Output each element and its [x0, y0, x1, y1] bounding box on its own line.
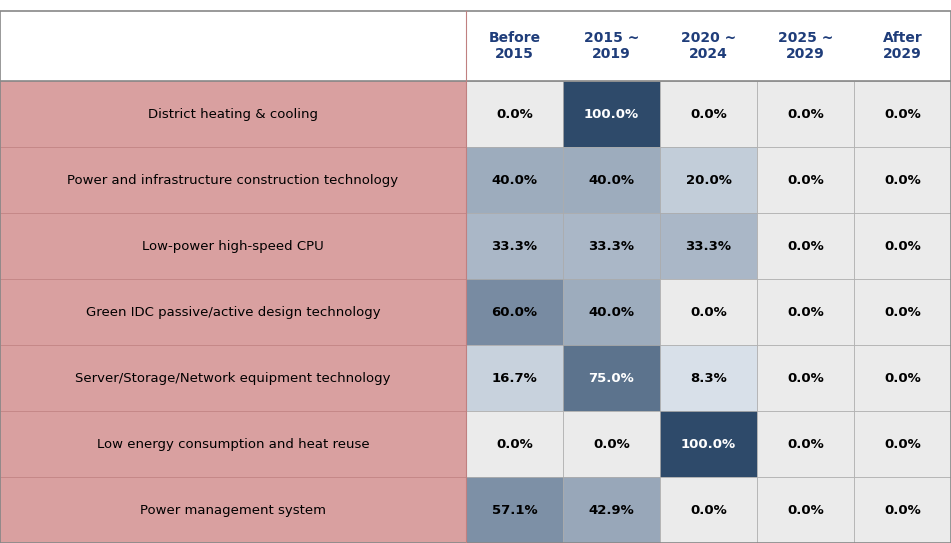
Text: 40.0%: 40.0%: [589, 174, 634, 187]
Bar: [0, 411, 466, 477]
Bar: [563, 345, 660, 411]
Bar: [0, 147, 466, 213]
Bar: [563, 279, 660, 345]
Text: 0.0%: 0.0%: [690, 108, 727, 121]
Text: 0.0%: 0.0%: [884, 108, 921, 121]
Bar: [563, 81, 660, 147]
Text: 0.0%: 0.0%: [884, 240, 921, 253]
Bar: [660, 279, 757, 345]
Text: 0.0%: 0.0%: [787, 438, 824, 451]
Bar: [466, 213, 563, 279]
Text: 8.3%: 8.3%: [690, 371, 727, 384]
Bar: [466, 147, 563, 213]
Bar: [466, 81, 563, 147]
Bar: [757, 147, 854, 213]
Bar: [854, 279, 951, 345]
Text: After
2029: After 2029: [883, 31, 922, 61]
Bar: [563, 147, 660, 213]
Bar: [0, 213, 466, 279]
Bar: [854, 477, 951, 543]
Text: 33.3%: 33.3%: [686, 240, 731, 253]
Bar: [660, 477, 757, 543]
Bar: [854, 345, 951, 411]
Bar: [757, 11, 854, 81]
Text: 60.0%: 60.0%: [492, 306, 537, 319]
Bar: [466, 477, 563, 543]
Bar: [660, 411, 757, 477]
Text: 0.0%: 0.0%: [787, 503, 824, 516]
Bar: [757, 279, 854, 345]
Text: 0.0%: 0.0%: [884, 371, 921, 384]
Text: 0.0%: 0.0%: [884, 174, 921, 187]
Text: 0.0%: 0.0%: [787, 174, 824, 187]
Text: 0.0%: 0.0%: [884, 438, 921, 451]
Bar: [757, 345, 854, 411]
Text: 2025 ~
2029: 2025 ~ 2029: [778, 31, 833, 61]
Text: Green IDC passive/active design technology: Green IDC passive/active design technolo…: [86, 306, 380, 319]
Bar: [563, 11, 660, 81]
Text: 0.0%: 0.0%: [690, 503, 727, 516]
Text: 40.0%: 40.0%: [492, 174, 537, 187]
Bar: [563, 213, 660, 279]
Bar: [0, 279, 466, 345]
Bar: [0, 11, 466, 81]
Bar: [660, 11, 757, 81]
Text: Power and infrastructure construction technology: Power and infrastructure construction te…: [68, 174, 398, 187]
Bar: [854, 81, 951, 147]
Bar: [854, 411, 951, 477]
Bar: [0, 345, 466, 411]
Bar: [660, 81, 757, 147]
Text: Power management system: Power management system: [140, 503, 326, 516]
Text: 20.0%: 20.0%: [686, 174, 731, 187]
Bar: [660, 345, 757, 411]
Text: 40.0%: 40.0%: [589, 306, 634, 319]
Bar: [563, 411, 660, 477]
Text: 33.3%: 33.3%: [492, 240, 537, 253]
Bar: [0, 477, 466, 543]
Text: 100.0%: 100.0%: [584, 108, 639, 121]
Text: 0.0%: 0.0%: [593, 438, 630, 451]
Text: 0.0%: 0.0%: [787, 108, 824, 121]
Bar: [563, 477, 660, 543]
Bar: [854, 213, 951, 279]
Text: 16.7%: 16.7%: [492, 371, 537, 384]
Text: 57.1%: 57.1%: [492, 503, 537, 516]
Bar: [466, 11, 563, 81]
Text: 0.0%: 0.0%: [787, 240, 824, 253]
Text: 2020 ~
2024: 2020 ~ 2024: [681, 31, 736, 61]
Text: 0.0%: 0.0%: [787, 371, 824, 384]
Text: 100.0%: 100.0%: [681, 438, 736, 451]
Text: 75.0%: 75.0%: [589, 371, 634, 384]
Text: 0.0%: 0.0%: [787, 306, 824, 319]
Text: 2015 ~
2019: 2015 ~ 2019: [584, 31, 639, 61]
Text: District heating & cooling: District heating & cooling: [148, 108, 318, 121]
Text: 0.0%: 0.0%: [496, 438, 533, 451]
Text: Before
2015: Before 2015: [489, 31, 540, 61]
Bar: [757, 213, 854, 279]
Bar: [466, 411, 563, 477]
Text: Low-power high-speed CPU: Low-power high-speed CPU: [142, 240, 324, 253]
Bar: [0, 81, 466, 147]
Text: 0.0%: 0.0%: [690, 306, 727, 319]
Text: 42.9%: 42.9%: [589, 503, 634, 516]
Bar: [854, 147, 951, 213]
Text: 33.3%: 33.3%: [589, 240, 634, 253]
Text: Low energy consumption and heat reuse: Low energy consumption and heat reuse: [97, 438, 369, 451]
Bar: [466, 279, 563, 345]
Bar: [757, 477, 854, 543]
Bar: [660, 213, 757, 279]
Bar: [660, 147, 757, 213]
Bar: [466, 345, 563, 411]
Bar: [757, 81, 854, 147]
Text: Server/Storage/Network equipment technology: Server/Storage/Network equipment technol…: [75, 371, 391, 384]
Text: 0.0%: 0.0%: [884, 306, 921, 319]
Text: 0.0%: 0.0%: [884, 503, 921, 516]
Bar: [757, 411, 854, 477]
Text: 0.0%: 0.0%: [496, 108, 533, 121]
Bar: [854, 11, 951, 81]
